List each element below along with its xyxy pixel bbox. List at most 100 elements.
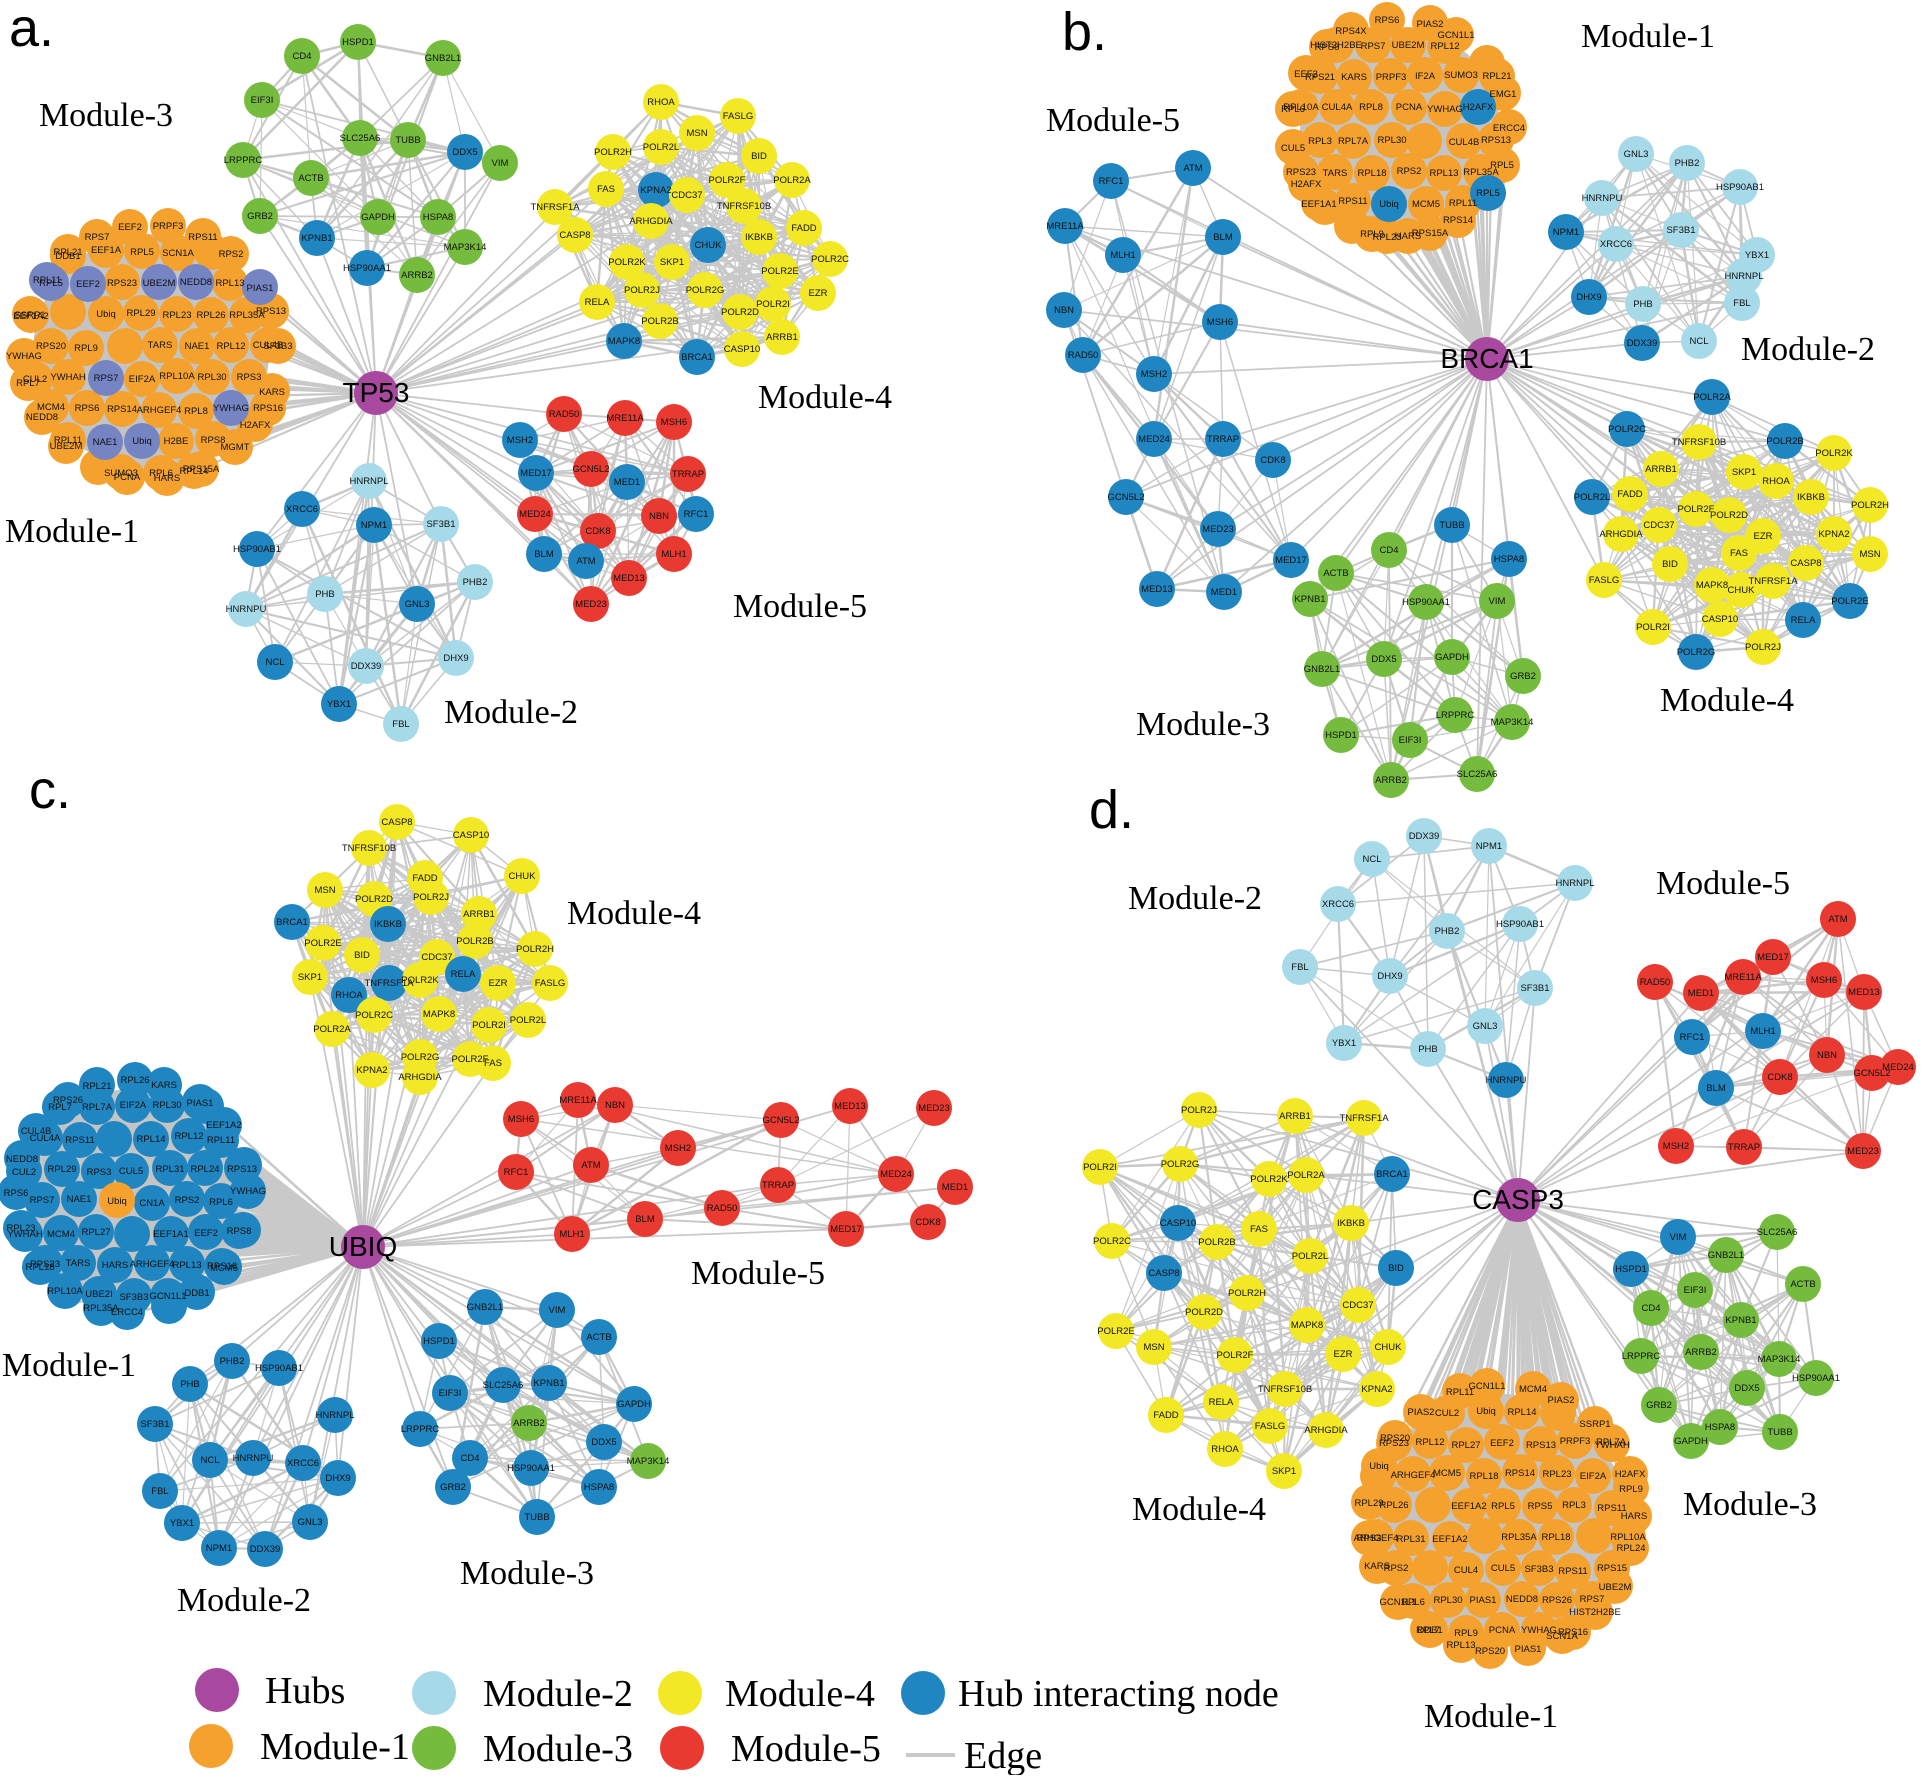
svg-text:HIST2H2BE: HIST2H2BE <box>1569 1607 1621 1618</box>
svg-text:PRPF3: PRPF3 <box>1560 1436 1591 1447</box>
svg-text:HNRNPU: HNRNPU <box>226 604 267 615</box>
svg-text:ATM: ATM <box>1183 163 1202 174</box>
svg-text:GCN1L1: GCN1L1 <box>1438 30 1475 41</box>
svg-text:POLR2I: POLR2I <box>1083 1162 1117 1173</box>
svg-text:NEDD8: NEDD8 <box>1506 1594 1538 1605</box>
svg-text:PHB: PHB <box>180 1379 200 1390</box>
svg-text:RPL12: RPL12 <box>174 1131 203 1142</box>
svg-text:HNRNPU: HNRNPU <box>1486 1075 1527 1086</box>
svg-text:FAS: FAS <box>1730 548 1748 559</box>
svg-text:POLR2C: POLR2C <box>355 1010 393 1021</box>
svg-text:GCN5L2: GCN5L2 <box>763 1115 800 1126</box>
svg-text:RPL7A: RPL7A <box>82 1102 113 1113</box>
svg-text:NPM1: NPM1 <box>1553 227 1579 238</box>
svg-text:POLR2K: POLR2K <box>401 975 439 986</box>
svg-text:POLR2D: POLR2D <box>1185 1307 1223 1318</box>
svg-text:CASP3: CASP3 <box>1472 1184 1564 1215</box>
svg-text:Module-4: Module-4 <box>1660 682 1794 719</box>
svg-text:MCM4: MCM4 <box>1519 1384 1547 1395</box>
svg-text:MED24: MED24 <box>880 1169 912 1180</box>
svg-text:EZR: EZR <box>809 288 828 299</box>
svg-text:RPS15A: RPS15A <box>1412 228 1449 239</box>
svg-text:KARS: KARS <box>259 387 285 398</box>
svg-text:TARS: TARS <box>1323 168 1348 179</box>
svg-text:CUL4B: CUL4B <box>21 1126 52 1137</box>
svg-text:EEF1A2: EEF1A2 <box>13 311 48 322</box>
svg-text:POLR2A: POLR2A <box>1693 392 1731 403</box>
svg-text:RPL31: RPL31 <box>1396 1534 1425 1545</box>
svg-text:MAP3K14: MAP3K14 <box>1491 717 1534 728</box>
svg-text:RPL5: RPL5 <box>1476 188 1500 199</box>
svg-text:Ubiq: Ubiq <box>1369 1461 1389 1472</box>
svg-text:DHX9: DHX9 <box>443 653 468 664</box>
svg-text:RPL29: RPL29 <box>47 1164 76 1175</box>
svg-text:a.: a. <box>9 0 54 58</box>
svg-text:PRPF3: PRPF3 <box>153 221 184 232</box>
svg-text:FADD: FADD <box>412 873 437 884</box>
svg-text:YBX1: YBX1 <box>170 1518 194 1529</box>
svg-text:EEF2: EEF2 <box>194 1228 218 1239</box>
svg-text:CD4: CD4 <box>292 51 311 62</box>
svg-text:RPL18: RPL18 <box>1469 1471 1498 1482</box>
svg-text:POLR2A: POLR2A <box>773 175 811 186</box>
svg-text:BLM: BLM <box>635 1214 655 1225</box>
svg-text:SLC25A6: SLC25A6 <box>340 133 381 144</box>
svg-text:Module-4: Module-4 <box>758 379 892 416</box>
svg-text:YWHAH: YWHAH <box>50 372 86 383</box>
svg-text:RPL6: RPL6 <box>149 468 173 479</box>
svg-text:PCNA: PCNA <box>1489 1625 1516 1636</box>
svg-text:FASLG: FASLG <box>723 111 754 122</box>
svg-text:PIAS1: PIAS1 <box>1515 1644 1542 1655</box>
svg-text:RHOA: RHOA <box>1211 1444 1239 1455</box>
svg-text:ARHGDIA: ARHGDIA <box>1304 1425 1348 1436</box>
svg-text:BRCA1: BRCA1 <box>1440 343 1533 374</box>
svg-text:NBN: NBN <box>605 1100 625 1111</box>
svg-text:RPL11: RPL11 <box>33 275 61 286</box>
svg-text:MSH6: MSH6 <box>508 1114 534 1125</box>
svg-text:RPS11: RPS11 <box>1338 196 1367 207</box>
svg-text:Edge: Edge <box>964 1735 1042 1775</box>
svg-text:GRB2: GRB2 <box>247 211 273 222</box>
svg-text:Module-2: Module-2 <box>444 694 578 731</box>
svg-text:Ubiq: Ubiq <box>96 309 116 320</box>
svg-text:ATM: ATM <box>1828 914 1847 925</box>
svg-text:RPL12: RPL12 <box>1430 41 1459 52</box>
svg-text:GNB2L1: GNB2L1 <box>467 1302 503 1313</box>
svg-text:ARRB1: ARRB1 <box>1279 1111 1311 1122</box>
svg-text:RPS23: RPS23 <box>1286 167 1316 178</box>
svg-text:Ubiq: Ubiq <box>107 1196 127 1207</box>
svg-text:MED13: MED13 <box>1848 987 1880 998</box>
svg-text:GNL3: GNL3 <box>298 1517 323 1528</box>
svg-text:CHUK: CHUK <box>1728 585 1756 596</box>
svg-text:RPL8: RPL8 <box>184 406 208 417</box>
svg-text:ARHGDIA: ARHGDIA <box>629 216 673 227</box>
svg-text:RPS8: RPS8 <box>1315 42 1340 53</box>
svg-text:HSP90AA1: HSP90AA1 <box>1402 597 1450 608</box>
svg-text:MSH6: MSH6 <box>1811 975 1837 986</box>
svg-text:EEF1A2: EEF1A2 <box>1432 1534 1467 1545</box>
svg-text:POLR2J: POLR2J <box>1181 1105 1217 1116</box>
svg-text:EEF1A2: EEF1A2 <box>206 1120 241 1131</box>
svg-text:MAP3K14: MAP3K14 <box>627 1456 670 1467</box>
svg-text:BLM: BLM <box>1706 1083 1726 1094</box>
svg-text:GCN5L2: GCN5L2 <box>1108 492 1145 503</box>
svg-text:RPL23: RPL23 <box>1372 232 1401 243</box>
svg-text:GNL3: GNL3 <box>1624 149 1649 160</box>
svg-text:HARS: HARS <box>102 1260 128 1271</box>
svg-text:FASLG: FASLG <box>535 978 566 989</box>
svg-text:RPS6: RPS6 <box>4 1188 29 1199</box>
svg-text:EEF1A1: EEF1A1 <box>1301 199 1336 210</box>
svg-text:UBE2M: UBE2M <box>50 441 83 452</box>
svg-text:d.: d. <box>1089 780 1134 840</box>
svg-text:KPNB1: KPNB1 <box>533 1378 564 1389</box>
svg-text:RPL7A: RPL7A <box>1596 1437 1627 1448</box>
svg-text:MED13: MED13 <box>834 1101 866 1112</box>
svg-text:MSH6: MSH6 <box>1207 317 1233 328</box>
svg-text:EEF1A2: EEF1A2 <box>1451 1501 1486 1512</box>
svg-text:RFC1: RFC1 <box>1680 1032 1705 1043</box>
svg-text:POLR2E: POLR2E <box>304 938 342 949</box>
svg-text:RPS11: RPS11 <box>1597 1503 1626 1514</box>
svg-text:RPS16: RPS16 <box>207 1261 237 1272</box>
svg-text:CUL5: CUL5 <box>1491 1563 1515 1574</box>
svg-text:DDX39: DDX39 <box>1409 831 1440 842</box>
